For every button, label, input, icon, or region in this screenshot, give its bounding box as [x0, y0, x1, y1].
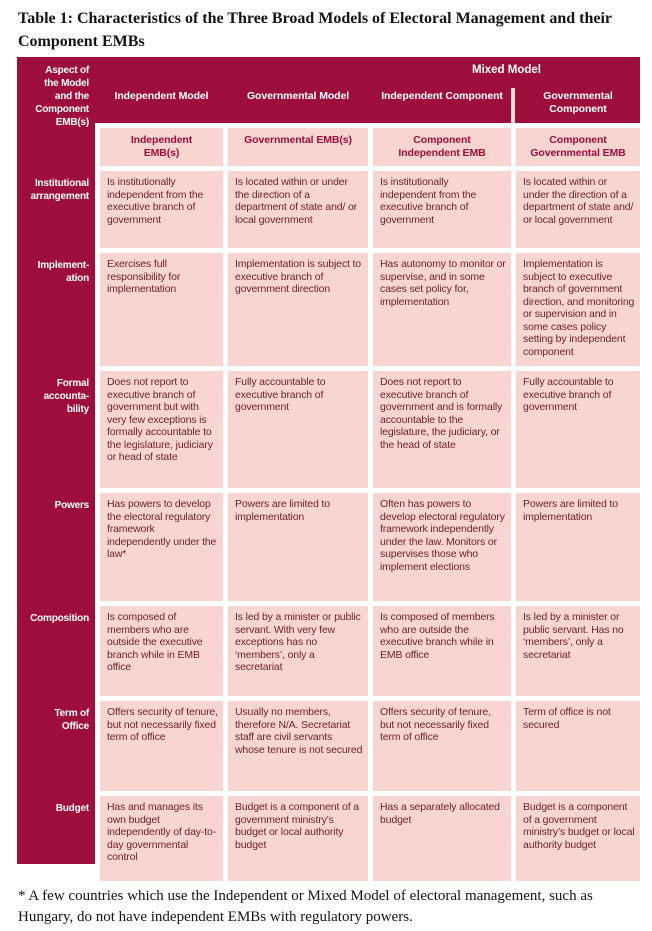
table-cell: Does not report to executive branch of g…	[373, 371, 511, 488]
table-grid: Aspect of the Model and the Component EM…	[17, 57, 640, 881]
table-cell: Is led by a minister or public servant. …	[228, 606, 368, 696]
row-label-formal-accountability: Formal accounta-bility	[43, 378, 90, 415]
table-cell: Term of office is not secured	[516, 701, 640, 791]
column-header-governmental-model: Governmental Model	[246, 90, 350, 102]
table-cell: Has powers to develop the electoral regu…	[100, 493, 223, 601]
mixed-model-divider-line	[511, 88, 515, 123]
emb-header-governmental: Governmental EMB(s)	[228, 128, 368, 166]
table-cell: Usually no members, therefore N/A. Secre…	[228, 701, 368, 791]
emb-header-component-governmental: Component Governmental EMB	[516, 128, 640, 166]
row-label-budget: Budget	[55, 803, 89, 814]
row-label-powers: Powers	[54, 500, 90, 511]
table-cell: Is led by a minister or public servant. …	[516, 606, 640, 696]
table-cell: Has a separately allocated budget	[373, 796, 511, 881]
corner-spacer	[17, 128, 95, 166]
row-label-composition: Composition	[30, 613, 89, 624]
emb-header-independent: Independent EMB(s)	[100, 128, 223, 166]
table-cell: Is located within or under the direction…	[228, 171, 368, 248]
table-cell: Implementation is subject to executive b…	[516, 253, 640, 366]
table-cell: Has and manages its own budget independe…	[100, 796, 223, 881]
aspect-column-background	[17, 57, 95, 864]
corner-header: Aspect of the Model and the Component EM…	[35, 65, 89, 128]
column-header-governmental-component: Governmental Component	[543, 90, 613, 115]
column-header-independent-component: Independent Component	[381, 90, 503, 102]
table-cell: Often has powers to develop electoral re…	[373, 493, 511, 601]
table-cell: Is composed of members who are outside t…	[373, 606, 511, 696]
table-cell: Does not report to executive branch of g…	[100, 371, 223, 488]
column-header-independent-model: Independent Model	[114, 90, 209, 102]
table-cell: Fully accountable to executive branch of…	[228, 371, 368, 488]
table-cell: Budget is a component of a government mi…	[228, 796, 368, 881]
emb-header-component-independent: Component Independent EMB	[373, 128, 511, 166]
row-label-institutional-arrangement: Institutional arrangement	[30, 178, 90, 202]
table-cell: Is institutionally independent from the …	[373, 171, 511, 248]
table-title: Table 1: Characteristics of the Three Br…	[18, 10, 612, 50]
characteristics-table: Aspect of the Model and the Component EM…	[17, 57, 640, 881]
table-cell: Budget is a component of a government mi…	[516, 796, 640, 881]
row-label-implementation: Implement-ation	[37, 260, 90, 284]
table-cell: Implementation is subject to executive b…	[228, 253, 368, 366]
table-cell: Has autonomy to monitor or supervise, an…	[373, 253, 511, 366]
table-cell: Is composed of members who are outside t…	[100, 606, 223, 696]
row-label-term-of-office: Term of Office	[54, 708, 89, 732]
table-cell: Offers security of tenure, but not neces…	[373, 701, 511, 791]
table-cell: Is institutionally independent from the …	[100, 171, 223, 248]
table-footnote: * A few countries which use the Independ…	[18, 888, 593, 925]
table-cell: Fully accountable to executive branch of…	[516, 371, 640, 488]
table-cell: Powers are limited to implementation	[228, 493, 368, 601]
table-cell: Powers are limited to implementation	[516, 493, 640, 601]
table-header-band: Aspect of the Model and the Component EM…	[17, 57, 640, 128]
table-cell: Exercises full responsibility for implem…	[100, 253, 223, 366]
table-cell: Offers security of tenure, but not neces…	[100, 701, 223, 791]
mixed-model-header: Mixed Model	[471, 64, 541, 76]
table-cell: Is located within or under the direction…	[516, 171, 640, 248]
